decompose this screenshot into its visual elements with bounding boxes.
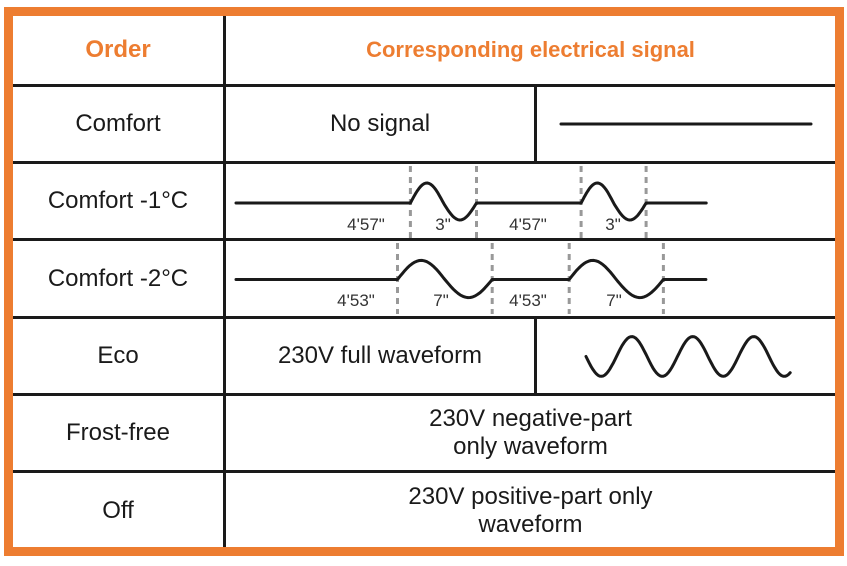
svg-text:4'53": 4'53" — [509, 291, 547, 310]
svg-text:3": 3" — [435, 215, 451, 234]
svg-text:4'57": 4'57" — [347, 215, 385, 234]
svg-text:4'57": 4'57" — [509, 215, 547, 234]
svg-text:7": 7" — [606, 291, 622, 310]
svg-text:4'53": 4'53" — [337, 291, 375, 310]
svg-text:3": 3" — [605, 215, 621, 234]
svg-text:7": 7" — [433, 291, 449, 310]
